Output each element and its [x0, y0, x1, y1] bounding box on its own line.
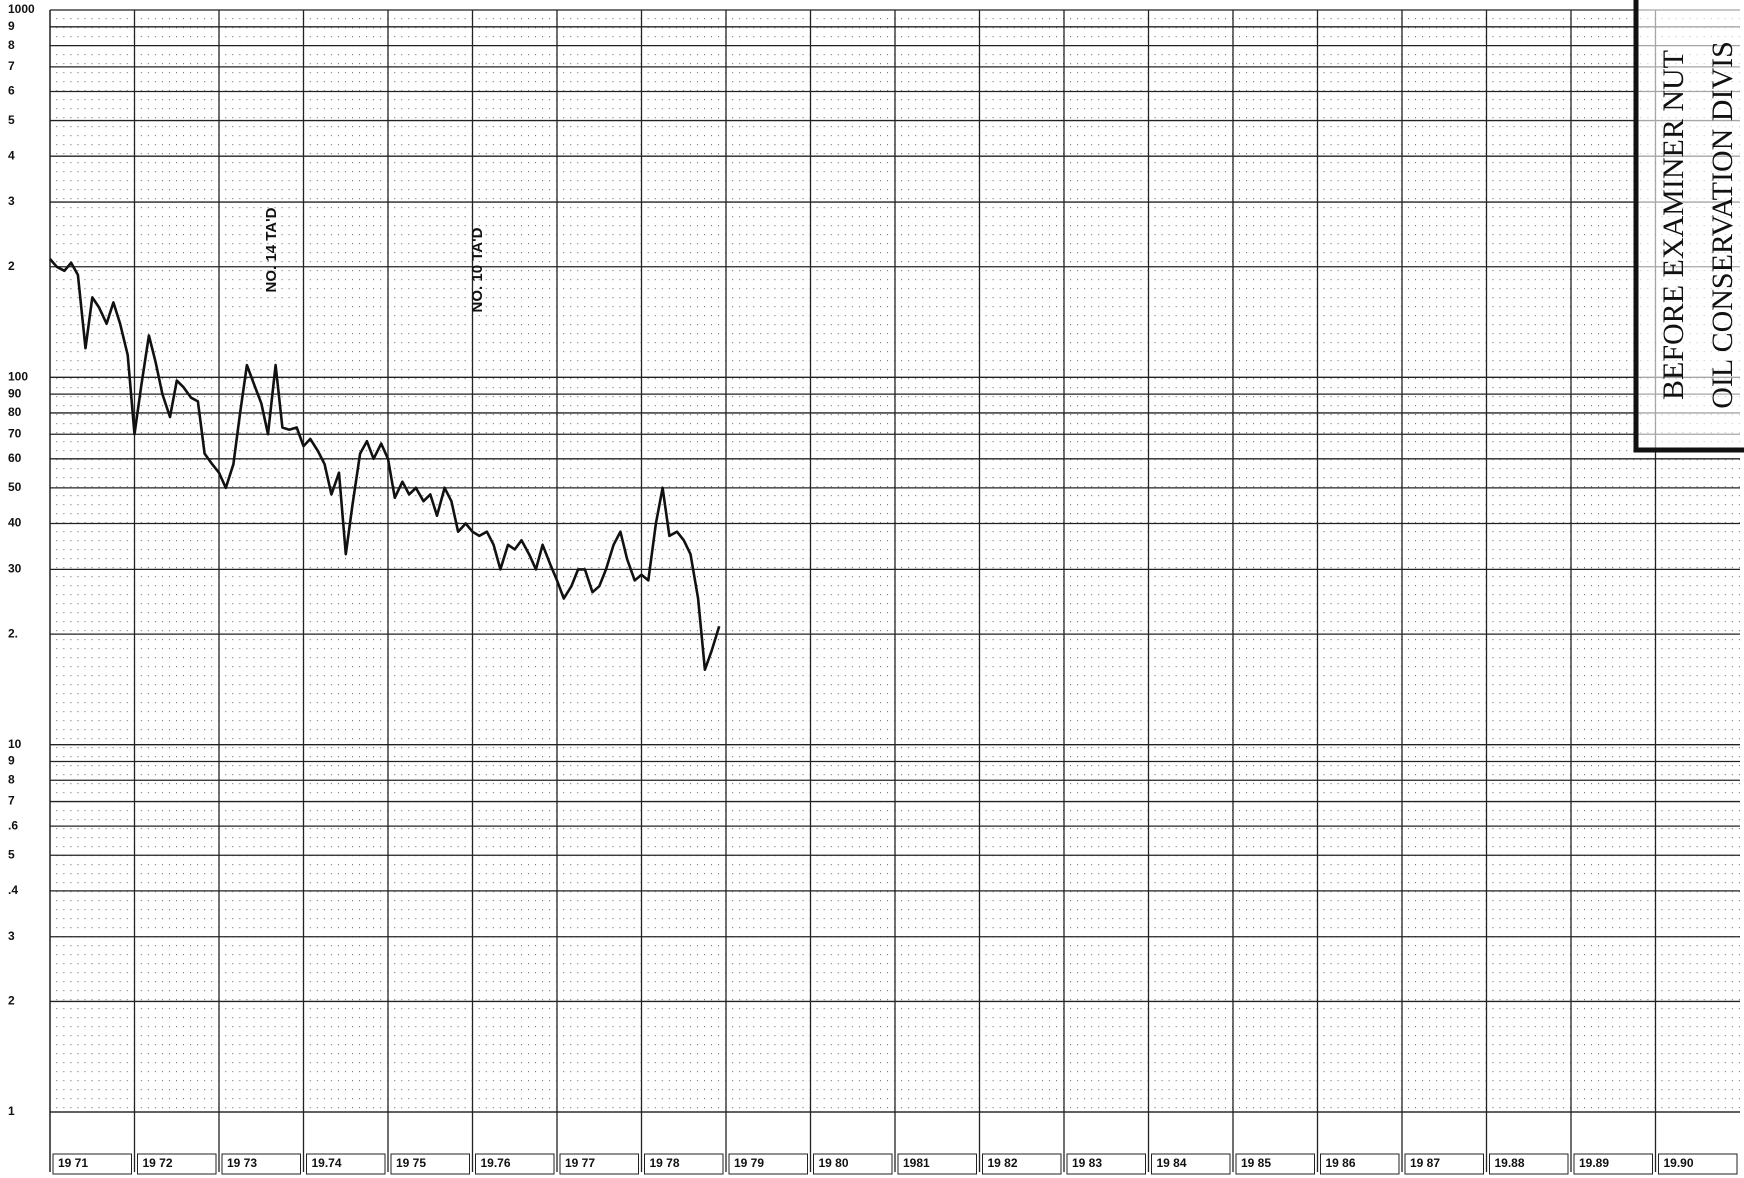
- x-tick-label: 19 75: [396, 1156, 426, 1170]
- y-tick-label: 5: [8, 847, 15, 861]
- stamp-text: BEFORE EXAMINER NUT: [1657, 50, 1690, 400]
- x-tick-label: 19 83: [1072, 1156, 1102, 1170]
- year-box: [982, 1153, 1062, 1175]
- year-box: [1151, 1153, 1231, 1175]
- year-box: [1658, 1153, 1738, 1175]
- year-box: [1235, 1153, 1315, 1175]
- y-tick-label: 80: [8, 405, 22, 419]
- year-box: [390, 1153, 470, 1175]
- y-tick-label: 90: [8, 386, 22, 400]
- year-box: [475, 1153, 555, 1175]
- y-tick-label: .4: [8, 883, 18, 897]
- y-tick-label: 4: [8, 148, 15, 162]
- year-box: [1320, 1153, 1400, 1175]
- production-line: [49, 258, 721, 671]
- y-tick-label: 7: [8, 59, 15, 73]
- x-tick-label: 19.74: [312, 1156, 342, 1170]
- y-tick-label: 3: [8, 194, 15, 208]
- y-tick-label: 2: [8, 259, 15, 273]
- year-box: [137, 1153, 217, 1175]
- y-tick-label: 30: [8, 562, 22, 576]
- x-tick-label: 19.88: [1495, 1156, 1525, 1170]
- y-tick-label: 70: [8, 426, 22, 440]
- x-tick-label: 19.90: [1664, 1156, 1694, 1170]
- x-tick-label: 1981: [903, 1156, 930, 1170]
- x-tick-label: 19 86: [1326, 1156, 1356, 1170]
- x-tick-label: 19 87: [1410, 1156, 1440, 1170]
- annotation: NO. 10 TA'D: [469, 227, 486, 312]
- y-tick-label: 40: [8, 516, 22, 530]
- y-tick-label: 1: [8, 1104, 15, 1118]
- year-box: [221, 1153, 301, 1175]
- x-tick-label: 19 78: [650, 1156, 680, 1170]
- annotation: NO. 14 TA'D: [263, 207, 280, 292]
- y-tick-label: 100: [8, 370, 28, 384]
- y-tick-label: 2: [8, 994, 15, 1008]
- x-tick-label: 19 72: [143, 1156, 173, 1170]
- x-tick-label: 19 71: [58, 1156, 88, 1170]
- y-tick-label: 50: [8, 480, 22, 494]
- year-box: [728, 1153, 808, 1175]
- y-tick-label: 9: [8, 754, 15, 768]
- year-box: [1066, 1153, 1146, 1175]
- y-tick-label: 9: [8, 19, 15, 33]
- y-tick-label: 8: [8, 38, 15, 52]
- year-box: [559, 1153, 639, 1175]
- year-box: [1489, 1153, 1569, 1175]
- year-box: [897, 1153, 977, 1175]
- y-tick-label: 5: [8, 113, 15, 127]
- x-tick-label: 19 84: [1157, 1156, 1187, 1170]
- y-tick-label: 8: [8, 772, 15, 786]
- x-tick-label: 19 82: [988, 1156, 1018, 1170]
- stamp-text: OIL CONSERVATION DIVIS: [1706, 41, 1739, 409]
- y-tick-label: 3: [8, 929, 15, 943]
- y-tick-label: 60: [8, 451, 22, 465]
- year-box: [644, 1153, 724, 1175]
- x-tick-label: 19 73: [227, 1156, 257, 1170]
- y-tick-label: 1000: [8, 2, 35, 16]
- year-box: [1404, 1153, 1484, 1175]
- x-tick-label: 19 85: [1241, 1156, 1271, 1170]
- x-tick-label: 19.76: [481, 1156, 511, 1170]
- y-tick-label: 7: [8, 794, 15, 808]
- y-tick-label: 2.: [8, 626, 18, 640]
- x-tick-label: 19.89: [1579, 1156, 1609, 1170]
- y-tick-label: .6: [8, 818, 18, 832]
- year-box: [813, 1153, 893, 1175]
- year-box: [306, 1153, 386, 1175]
- x-tick-label: 19 80: [819, 1156, 849, 1170]
- x-tick-label: 19 79: [734, 1156, 764, 1170]
- year-box: [52, 1153, 132, 1175]
- year-box: [1573, 1153, 1653, 1175]
- y-tick-label: 6: [8, 84, 15, 98]
- x-tick-label: 19 77: [565, 1156, 595, 1170]
- y-tick-label: 10: [8, 737, 22, 751]
- stamp-box: [1633, 0, 1744, 453]
